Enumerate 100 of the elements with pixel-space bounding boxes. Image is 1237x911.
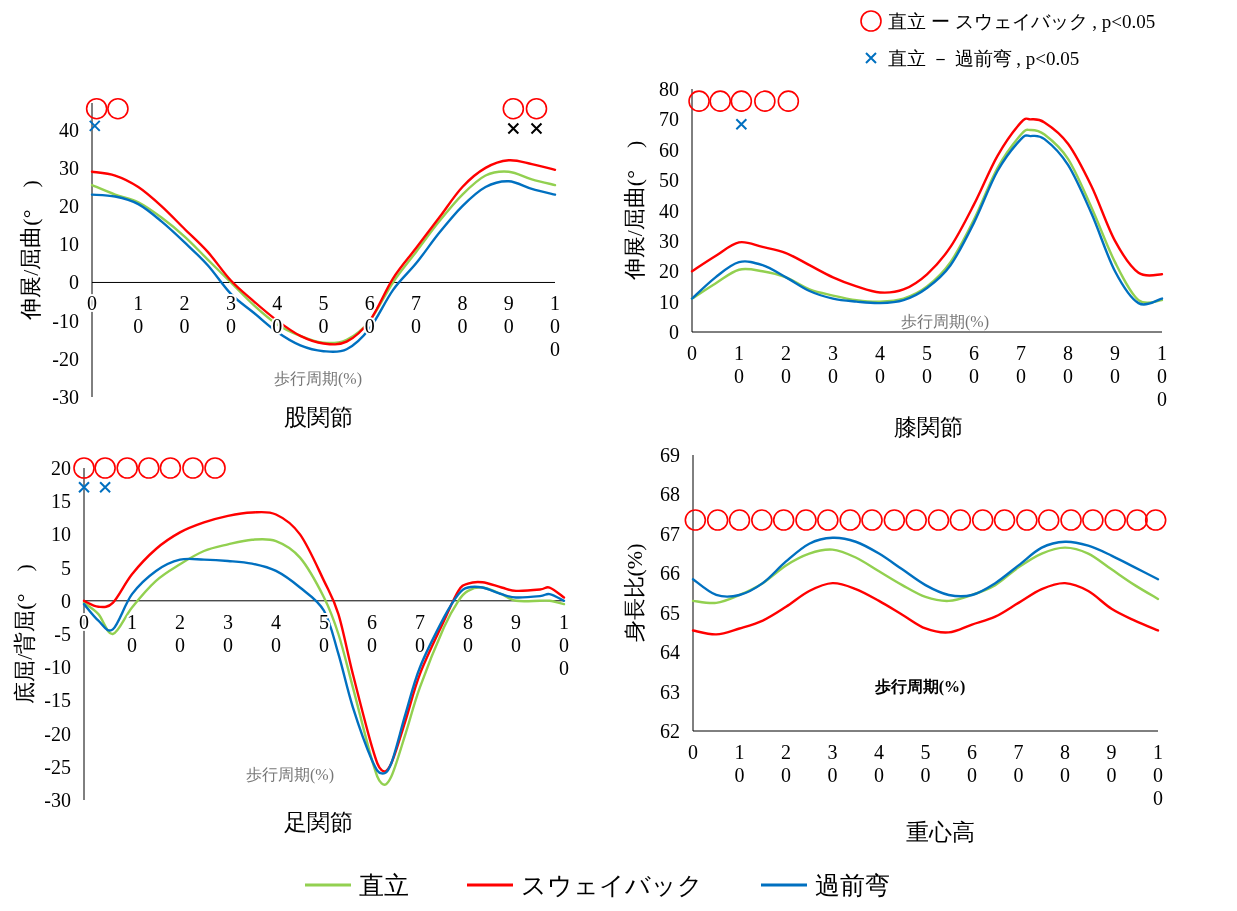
line-series [691, 546, 1160, 605]
y-tick-label: 30 [659, 229, 679, 252]
y-tick-label: 66 [660, 562, 680, 585]
legend-label: 直立 － 過前弯 , p<0.05 [888, 48, 1080, 69]
y-tick-label: 15 [51, 490, 71, 513]
y-tick-label: 40 [59, 118, 79, 141]
text: 重心高 [905, 820, 975, 845]
x-tick-label: 2 0 [781, 342, 791, 387]
y-tick-label: -10 [52, 309, 79, 332]
y-tick-label: -30 [44, 789, 71, 811]
y-tick-label: -20 [44, 722, 71, 745]
x-tick-label: 8 0 [1060, 741, 1070, 786]
x-tick-label: 2 0 [781, 741, 791, 786]
x-axis-title: 歩行周期(%) [274, 370, 362, 388]
x-tick-label: 7 0 [411, 292, 422, 338]
x-tick-label: 1 0 [127, 610, 137, 656]
x-tick-label: 9 0 [503, 292, 514, 338]
x-tick-label: 1 0 0 [550, 292, 560, 361]
y-tick-label: 50 [659, 169, 679, 192]
y-tick-label: 20 [59, 195, 79, 218]
x-tick-label: 4 0 [875, 342, 885, 387]
y-tick-label: 64 [660, 641, 680, 664]
y-tick-label: 10 [659, 290, 679, 313]
x-tick-label: 7 0 [1013, 741, 1024, 786]
x-tick-label: 3 0 [828, 342, 838, 387]
y-tick-label: 68 [660, 483, 680, 506]
x-tick-label: 3 0 [225, 292, 236, 338]
x-tick-label: 1 0 [734, 342, 744, 387]
x-tick-label: 0 [87, 292, 97, 315]
y-tick-label: -15 [44, 689, 71, 712]
text: 足関節 [283, 810, 353, 835]
x-tick-label: 5 0 [319, 610, 329, 656]
legend-label: 直立 [359, 872, 409, 899]
y-axis-title: 身長比(%) [622, 543, 647, 643]
point [107, 97, 129, 120]
legend-label: 直立 ー スウェイバック , p<0.05 [888, 11, 1156, 32]
x-tick-label: 1 0 [133, 292, 144, 338]
y-axis-title: 底屈/背屈(° ) [12, 564, 37, 704]
x-tick-label: 1 0 [734, 741, 745, 786]
x-tick-label: 5 0 [318, 292, 329, 338]
y-tick-label: -20 [52, 347, 79, 370]
y-tick-label: 30 [59, 156, 79, 179]
x-tick-label: 3 0 [827, 741, 838, 786]
y-tick-label: 63 [660, 680, 680, 703]
point [525, 97, 548, 120]
x-tick-label: 2 0 [175, 610, 185, 656]
y-tick-label: -25 [44, 755, 71, 778]
point [85, 97, 108, 120]
point [88, 119, 101, 132]
x-tick-label: 8 0 [457, 292, 468, 338]
y-tick-label: 0 [61, 589, 71, 612]
x-tick-label: 9 0 [511, 610, 521, 656]
point [507, 122, 520, 135]
x-tick-label: 5 0 [922, 342, 932, 387]
point [502, 97, 525, 120]
x-axis-title: 歩行周期(%) [873, 678, 966, 696]
x-tick-label: 5 0 [920, 741, 931, 786]
line-series [691, 581, 1160, 636]
x-tick-label: 1 0 0 [559, 610, 569, 679]
x-tick-label: 0 [687, 342, 697, 364]
y-tick-label: 65 [660, 601, 680, 624]
x-tick-label: 6 0 [967, 741, 977, 786]
y-tick-label: 10 [59, 233, 79, 256]
y-tick-label: 20 [51, 457, 71, 479]
x-tick-label: 0 [688, 741, 698, 763]
x-tick-label: 6 0 [367, 610, 377, 656]
line-series [691, 536, 1160, 598]
y-tick-label: -5 [54, 623, 71, 645]
y-tick-label: 70 [659, 108, 679, 131]
y-tick-label: 20 [659, 260, 679, 283]
y-tick-label: 67 [660, 522, 680, 545]
x-tick-label: 7 0 [415, 610, 425, 656]
x-tick-label: 4 0 [271, 610, 281, 656]
y-tick-label: 80 [659, 78, 679, 100]
x-tick-label: 9 0 [1110, 342, 1120, 387]
y-tick-label: 40 [659, 199, 679, 222]
legend-label: 過前弯 [815, 872, 890, 899]
y-axis-title: 伸展/屈曲(° ) [18, 180, 43, 321]
y-tick-label: 10 [51, 523, 71, 546]
x-tick-label: 6 0 [969, 342, 979, 387]
y-tick-label: 60 [659, 138, 679, 161]
y-axis-title: 伸展/屈曲(° ) [622, 140, 647, 282]
x-tick-label: 8 0 [1063, 342, 1073, 387]
y-tick-label: 62 [660, 720, 680, 742]
x-tick-label: 1 0 0 [1157, 342, 1167, 410]
y-tick-label: 5 [61, 556, 71, 579]
point [530, 122, 543, 135]
y-tick-label: 69 [660, 444, 680, 466]
x-tick-label: 1 0 0 [1153, 741, 1163, 809]
x-axis-title: 歩行周期(%) [901, 313, 989, 331]
x-tick-label: 4 0 [874, 741, 884, 786]
y-tick-label: -30 [52, 386, 79, 408]
legend-label: スウェイバック [521, 872, 703, 899]
y-tick-label: -10 [44, 656, 71, 679]
x-tick-label: 7 0 [1016, 342, 1026, 387]
x-tick-label: 2 0 [179, 292, 190, 338]
text: 股関節 [283, 405, 353, 430]
x-axis-title: 歩行周期(%) [246, 766, 334, 784]
y-tick-label: 0 [69, 271, 79, 294]
x-tick-label: 9 0 [1106, 741, 1117, 786]
